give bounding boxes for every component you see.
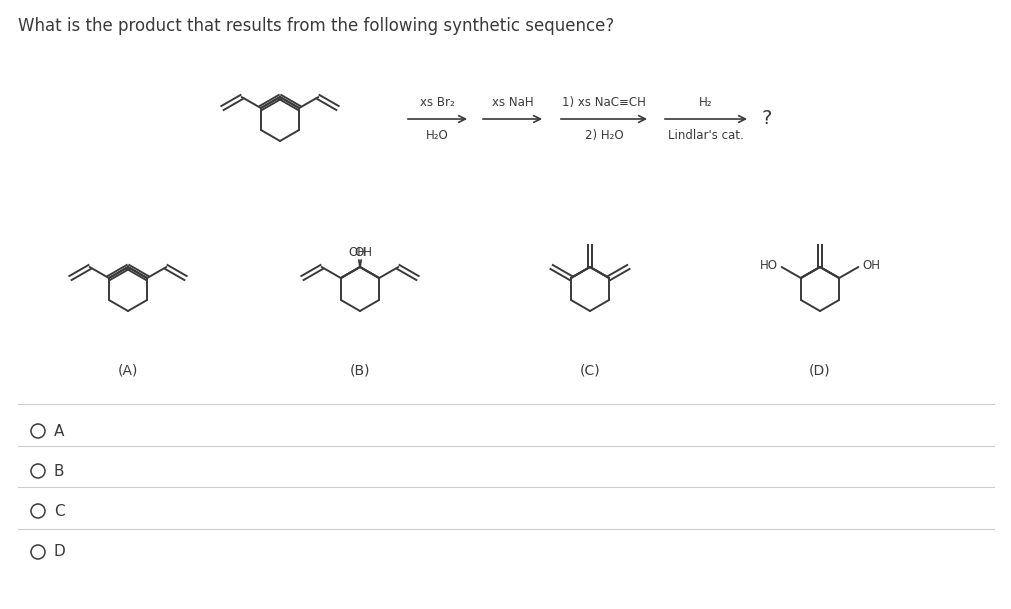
Text: A: A <box>54 423 65 438</box>
Text: ?: ? <box>761 108 771 127</box>
Text: B: B <box>54 463 65 479</box>
Text: H₂: H₂ <box>699 96 712 109</box>
Text: H₂O: H₂O <box>426 129 449 142</box>
Text: 1) xs NaC≡CH: 1) xs NaC≡CH <box>561 96 645 109</box>
Text: C: C <box>54 504 65 518</box>
Text: (C): (C) <box>579 363 600 377</box>
Text: (D): (D) <box>809 363 830 377</box>
Text: HO: HO <box>759 258 776 272</box>
Text: D: D <box>54 544 66 560</box>
Text: xs NaH: xs NaH <box>491 96 533 109</box>
Text: (B): (B) <box>350 363 370 377</box>
Text: What is the product that results from the following synthetic sequence?: What is the product that results from th… <box>18 17 614 35</box>
Text: (A): (A) <box>117 363 139 377</box>
Text: OH: OH <box>354 246 372 259</box>
Text: OH: OH <box>348 246 366 259</box>
Text: 2) H₂O: 2) H₂O <box>584 129 623 142</box>
Text: Lindlar's cat.: Lindlar's cat. <box>667 129 743 142</box>
Text: OH: OH <box>861 258 880 272</box>
Text: xs Br₂: xs Br₂ <box>420 96 454 109</box>
